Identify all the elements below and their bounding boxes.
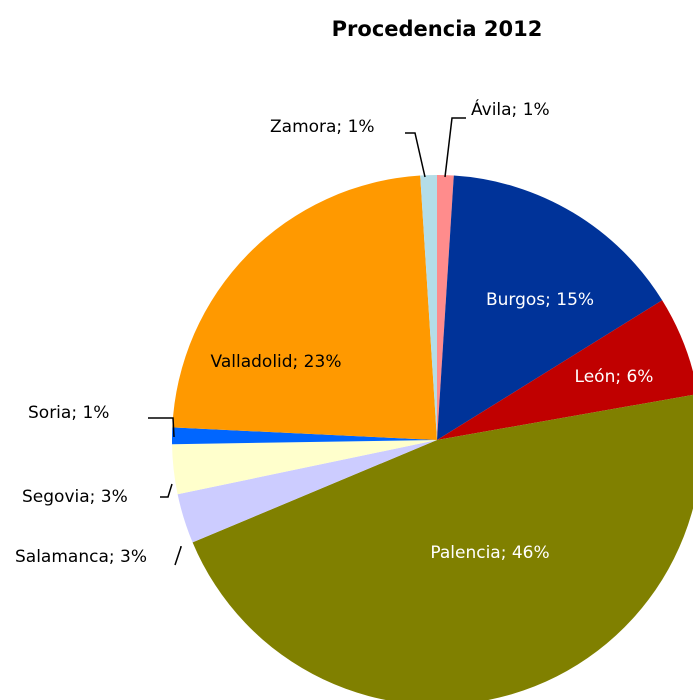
- data-label: Ávila; 1%: [471, 98, 550, 120]
- pie-slice: [172, 440, 437, 495]
- pie-slice: [192, 394, 693, 700]
- chart-title: Procedencia 2012: [332, 17, 543, 41]
- data-label: Valladolid; 23%: [211, 352, 342, 372]
- leader-line: [148, 417, 175, 438]
- data-label: Zamora; 1%: [270, 117, 375, 137]
- leader-line: [174, 546, 183, 566]
- data-label: Segovia; 3%: [22, 487, 128, 507]
- pie-slice: [420, 175, 437, 440]
- pie-slice: [437, 175, 663, 441]
- leader-line: [160, 483, 173, 498]
- data-label: Soria; 1%: [28, 403, 109, 423]
- pie-slice: [437, 300, 693, 440]
- data-label: León; 6%: [575, 367, 654, 387]
- leader-line: [405, 132, 426, 178]
- data-label: Salamanca; 3%: [15, 547, 147, 567]
- pie-slice: [171, 427, 437, 445]
- leader-line: [444, 117, 466, 178]
- data-label: Palencia; 46%: [430, 543, 549, 563]
- data-label: Burgos; 15%: [486, 290, 594, 310]
- pie-slice: [172, 175, 437, 441]
- pie-slice: [177, 440, 437, 543]
- pie-slice: [437, 175, 454, 440]
